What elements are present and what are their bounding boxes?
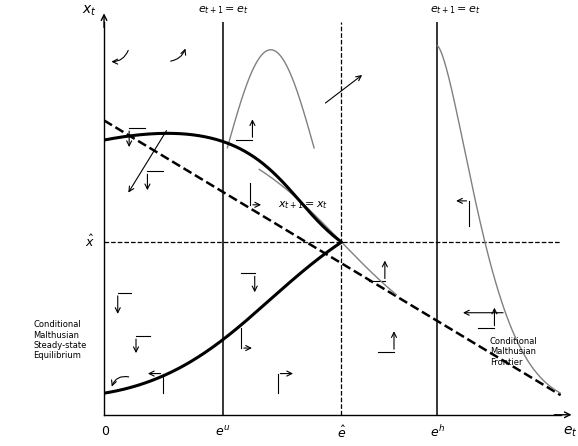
Text: $e_t$: $e_t$ [563,425,577,439]
Text: $e_{t+1}=e_t$: $e_{t+1}=e_t$ [431,4,481,17]
Text: $e^h$: $e^h$ [430,425,445,441]
Text: $e_{t+1}=e_t$: $e_{t+1}=e_t$ [198,4,248,17]
Text: $e^u$: $e^u$ [215,425,231,438]
Text: $\hat{e}$: $\hat{e}$ [337,425,346,441]
Text: Conditional
Malthusian
Frontier: Conditional Malthusian Frontier [490,337,538,367]
Text: 0: 0 [101,425,109,438]
Text: $x_{t+1}=x_t$: $x_{t+1}=x_t$ [277,199,328,211]
Text: $\hat{x}$: $\hat{x}$ [85,234,95,250]
Text: $x_t$: $x_t$ [83,4,97,18]
Text: Conditional
Malthusian
Steady-state
Equilibrium: Conditional Malthusian Steady-state Equi… [34,320,87,360]
